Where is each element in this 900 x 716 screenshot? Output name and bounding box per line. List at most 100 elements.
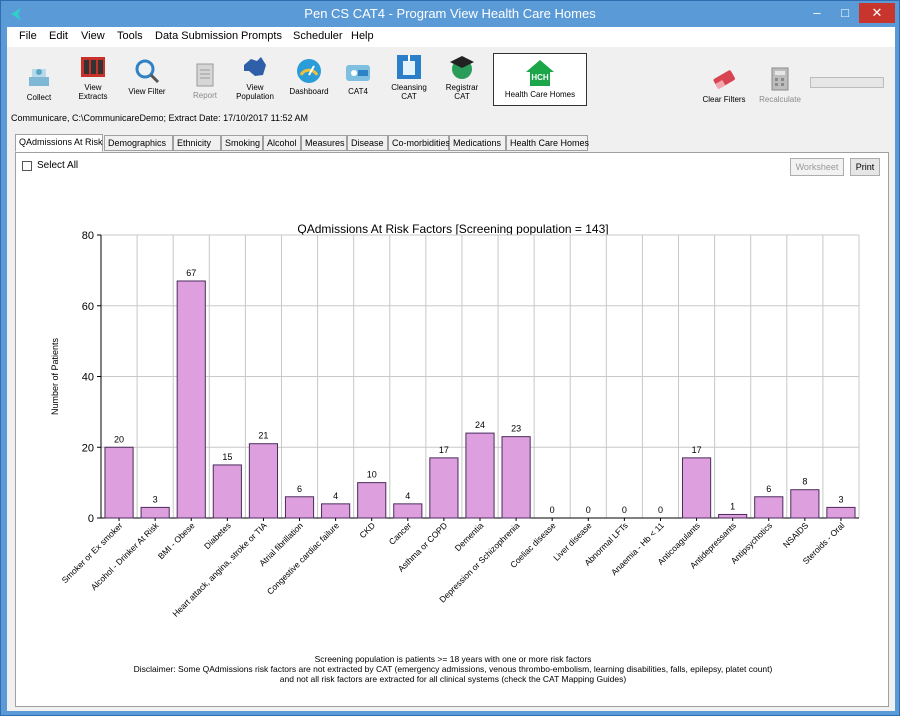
menu-edit[interactable]: Edit [49, 30, 68, 42]
eraser-icon [713, 70, 735, 90]
bar-value-label: 17 [692, 445, 702, 455]
registrar-label-2: CAT [454, 92, 470, 101]
footnote-disclaimer: Disclaimer: Some QAdmissions risk factor… [133, 664, 773, 674]
tab-medications[interactable]: Medications [449, 135, 506, 151]
bar [140, 506, 170, 519]
cleansing-cat-button[interactable]: Cleansing CAT [385, 53, 433, 101]
bar-value-label: 0 [658, 505, 663, 515]
bar-value-label: 0 [586, 505, 591, 515]
cleansing-label-1: Cleansing [391, 83, 427, 92]
view-population-label-1: View [246, 83, 264, 92]
menu-view[interactable]: View [81, 30, 105, 42]
footnote-population: Screening population is patients >= 18 y… [314, 654, 592, 664]
tab-ethnicity[interactable]: Ethnicity [173, 135, 221, 151]
tab-disease[interactable]: Disease [347, 135, 388, 151]
report-icon [196, 63, 214, 87]
tab-qadmissions-at-risk[interactable]: QAdmissions At Risk [15, 134, 103, 152]
y-tick-label: 20 [82, 442, 94, 454]
select-all-label: Select All [37, 160, 79, 171]
cleansing-label-2: CAT [401, 92, 417, 101]
menu-bar: File Edit View Tools Data Submission Pro… [7, 27, 895, 47]
registrar-label-1: Registrar [445, 83, 479, 92]
registrar-cat-button[interactable]: Registrar CAT [439, 53, 485, 101]
x-tick-label: Dementia [453, 520, 486, 553]
bar-value-label: 8 [802, 477, 807, 487]
minimize-button[interactable]: – [813, 5, 821, 20]
bar-value-label: 67 [186, 268, 196, 278]
dashboard-button[interactable]: Dashboard [287, 57, 331, 96]
bar-value-label: 0 [550, 505, 555, 515]
tab-co-morbidities[interactable]: Co-morbidities [388, 135, 450, 151]
view-population-button[interactable]: View Population [233, 53, 277, 101]
bar [321, 503, 351, 519]
clear-filters-label: Clear Filters [702, 95, 746, 104]
view-filter-label: View Filter [128, 87, 166, 96]
dashboard-gauge-icon [297, 59, 321, 83]
menu-data-submission[interactable]: Data Submission [155, 30, 239, 42]
y-tick-label: 40 [82, 372, 94, 384]
tab-demographics[interactable]: Demographics [104, 135, 173, 151]
bar-value-label: 4 [405, 491, 410, 501]
y-tick-label: 60 [82, 301, 94, 313]
y-tick-label: 80 [82, 230, 94, 242]
worksheet-button[interactable]: Worksheet [790, 158, 844, 176]
bar-value-label: 23 [511, 424, 521, 434]
y-axis-label: Number of Patients [50, 337, 60, 415]
view-extracts-button[interactable]: View Extracts [71, 53, 115, 101]
extracts-icon [81, 57, 105, 77]
bar-value-label: 3 [838, 494, 843, 504]
menu-file[interactable]: File [19, 30, 37, 42]
close-button[interactable]: ✕ [859, 3, 895, 23]
tab-smoking[interactable]: Smoking [221, 135, 263, 151]
x-tick-label: BMI - Obese [156, 520, 197, 561]
australia-map-icon [244, 57, 266, 76]
bar [393, 503, 423, 519]
health-care-homes-label: Health Care Homes [504, 90, 576, 99]
bar-value-label: 6 [766, 484, 771, 494]
bar [176, 280, 206, 519]
footnote-mapping: and not all risk factors are extracted f… [279, 674, 627, 684]
recalculate-button[interactable]: Recalculate [755, 65, 805, 104]
select-all-checkbox[interactable] [22, 161, 32, 171]
health-care-homes-button[interactable]: HCH Health Care Homes [493, 53, 587, 106]
menu-prompts[interactable]: Prompts [241, 30, 282, 42]
tab-measures[interactable]: Measures [301, 135, 347, 151]
report-button[interactable]: Report [185, 61, 225, 100]
x-tick-label: Alcohol - Drinker At Risk [89, 520, 161, 592]
app-logo-icon [11, 8, 21, 20]
filter-magnifier-icon [135, 59, 160, 84]
recalculate-label: Recalculate [759, 95, 801, 104]
tab-health-care-homes[interactable]: Health Care Homes [506, 135, 589, 151]
menu-tools[interactable]: Tools [117, 30, 143, 42]
calculator-icon [771, 67, 789, 91]
bar [681, 457, 712, 519]
print-button[interactable]: Print [850, 158, 880, 176]
menu-help[interactable]: Help [351, 30, 374, 42]
bar-value-label: 17 [439, 445, 449, 455]
collect-button[interactable]: Collect [19, 63, 59, 102]
bar-value-label: 15 [222, 452, 232, 462]
view-extracts-label-2: Extracts [78, 92, 108, 101]
bar [465, 432, 495, 519]
toolbar: Collect View Extracts View Filter [7, 47, 895, 113]
bar-value-label: 6 [297, 484, 302, 494]
clear-filters-button[interactable]: Clear Filters [699, 65, 749, 104]
title-bar[interactable]: Pen CS CAT4 - Program View Health Care H… [1, 1, 899, 27]
tab-alcohol[interactable]: Alcohol [263, 135, 301, 151]
x-tick-label: Smoker or Ex smoker [60, 520, 125, 585]
chart-title: QAdmissions At Risk Factors [Screening p… [297, 222, 609, 236]
bar [718, 513, 748, 519]
menu-scheduler[interactable]: Scheduler [293, 30, 343, 42]
maximize-button[interactable]: □ [841, 5, 849, 20]
bar [212, 464, 242, 519]
window-title: Pen CS CAT4 - Program View Health Care H… [304, 6, 596, 21]
x-tick-label: NSAIDS [781, 520, 811, 550]
view-filter-button[interactable]: View Filter [123, 57, 171, 96]
bar-value-label: 3 [153, 494, 158, 504]
collect-label: Collect [26, 93, 52, 102]
view-population-label-2: Population [236, 92, 274, 101]
cat4-button[interactable]: CAT4 [339, 57, 377, 96]
registrar-graduation-icon [450, 56, 474, 79]
